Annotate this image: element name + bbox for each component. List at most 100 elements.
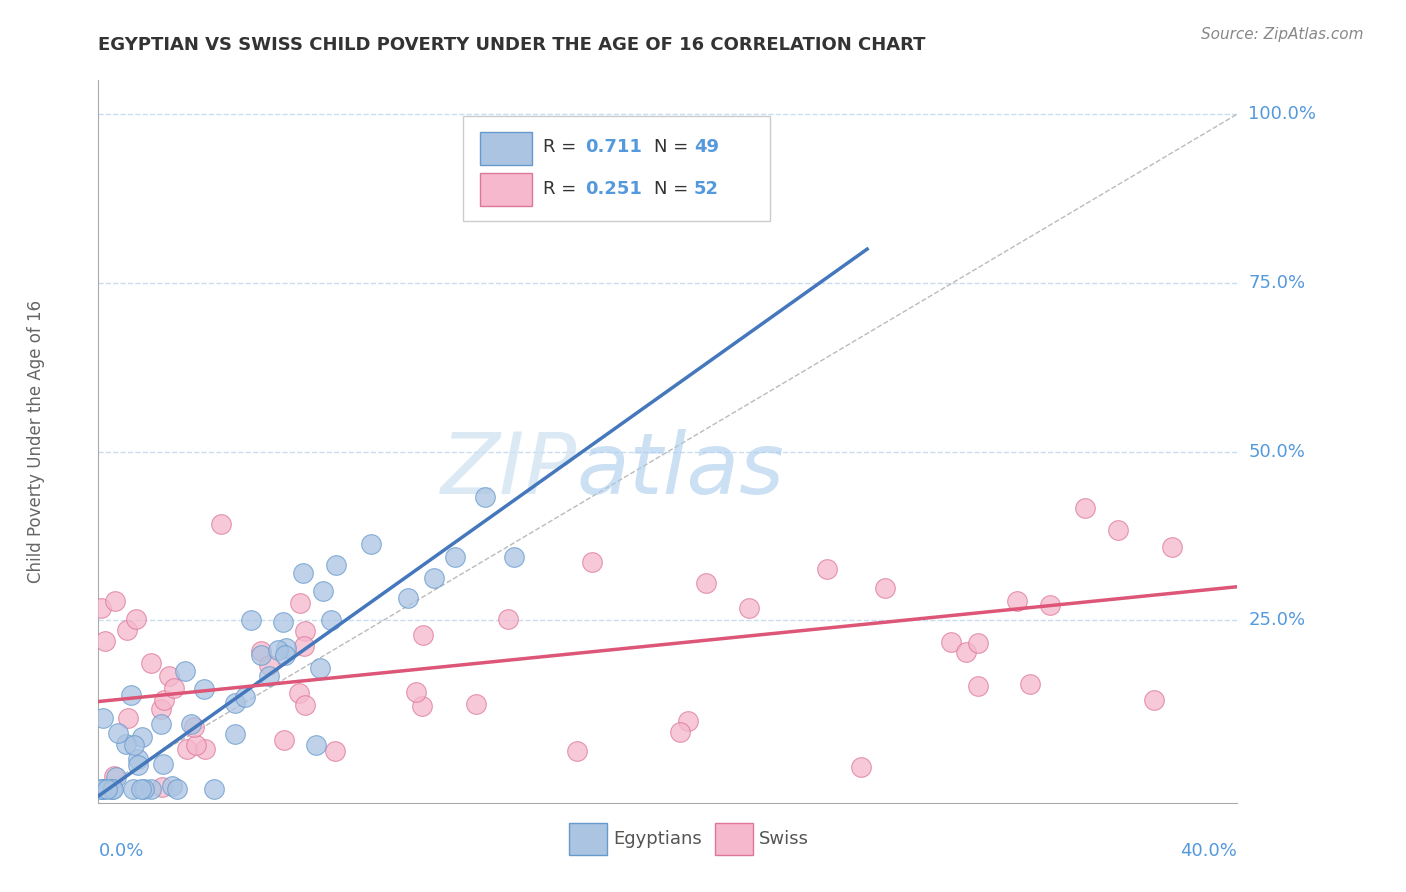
Point: [967, 635, 990, 649]
Point: [288, 686, 311, 700]
Point: [124, 738, 146, 752]
FancyBboxPatch shape: [463, 117, 770, 221]
Point: [294, 698, 316, 712]
Text: 0.251: 0.251: [585, 179, 641, 198]
Point: [117, 623, 139, 637]
FancyBboxPatch shape: [714, 823, 754, 855]
Point: [1161, 540, 1184, 554]
Point: [131, 730, 153, 744]
Point: [101, 782, 124, 797]
Text: 25.0%: 25.0%: [1249, 612, 1306, 630]
Text: N =: N =: [654, 179, 695, 198]
Point: [873, 582, 896, 596]
Point: [103, 769, 125, 783]
Point: [94, 633, 117, 648]
Point: [105, 770, 128, 784]
Text: 75.0%: 75.0%: [1249, 274, 1306, 292]
Text: 0.711: 0.711: [585, 138, 641, 156]
Point: [1143, 693, 1166, 707]
Point: [257, 658, 280, 673]
Text: EGYPTIAN VS SWISS CHILD POVERTY UNDER THE AGE OF 16 CORRELATION CHART: EGYPTIAN VS SWISS CHILD POVERTY UNDER TH…: [98, 36, 927, 54]
Point: [250, 648, 273, 662]
Text: 49: 49: [695, 138, 718, 156]
Text: 50.0%: 50.0%: [1249, 442, 1305, 460]
Point: [1007, 593, 1029, 607]
Point: [91, 711, 114, 725]
Point: [444, 550, 467, 565]
Point: [150, 780, 173, 794]
Text: Egyptians: Egyptians: [613, 830, 702, 848]
Point: [325, 558, 347, 572]
Point: [565, 743, 588, 757]
Text: 0.0%: 0.0%: [98, 842, 143, 860]
Point: [290, 596, 312, 610]
Point: [132, 782, 155, 797]
Point: [849, 760, 872, 774]
Point: [294, 624, 316, 638]
Point: [150, 717, 173, 731]
Point: [239, 613, 262, 627]
Point: [271, 615, 294, 630]
Point: [152, 756, 174, 771]
Text: 100.0%: 100.0%: [1249, 105, 1316, 123]
Point: [139, 782, 162, 797]
Point: [676, 714, 699, 728]
Point: [193, 681, 215, 696]
Point: [668, 724, 690, 739]
Point: [967, 679, 990, 693]
Point: [194, 742, 217, 756]
Point: [323, 744, 346, 758]
Point: [183, 721, 205, 735]
Point: [1073, 501, 1095, 516]
Point: [423, 571, 446, 585]
Point: [160, 779, 183, 793]
Point: [90, 782, 112, 797]
Point: [405, 685, 427, 699]
Point: [360, 536, 382, 550]
FancyBboxPatch shape: [479, 132, 533, 165]
Text: atlas: atlas: [576, 429, 785, 512]
Point: [180, 717, 202, 731]
Point: [224, 696, 246, 710]
Text: 52: 52: [695, 179, 718, 198]
Point: [503, 549, 526, 564]
Point: [581, 556, 603, 570]
Point: [1107, 523, 1129, 537]
Point: [1039, 599, 1062, 613]
Text: Source: ZipAtlas.com: Source: ZipAtlas.com: [1201, 27, 1364, 42]
Point: [96, 782, 118, 797]
Text: Child Poverty Under the Age of 16: Child Poverty Under the Age of 16: [27, 300, 45, 583]
Text: N =: N =: [654, 138, 695, 156]
Point: [91, 782, 114, 797]
Point: [257, 669, 280, 683]
Point: [166, 782, 188, 797]
Point: [124, 612, 146, 626]
Point: [107, 725, 129, 739]
FancyBboxPatch shape: [569, 823, 607, 855]
Point: [233, 690, 256, 704]
Point: [91, 782, 114, 797]
Point: [184, 738, 207, 752]
Point: [129, 782, 152, 797]
Point: [121, 782, 143, 797]
Point: [695, 575, 717, 590]
Point: [104, 594, 127, 608]
Point: [224, 726, 246, 740]
Point: [738, 600, 761, 615]
Point: [312, 584, 335, 599]
Text: R =: R =: [543, 179, 582, 198]
Point: [141, 656, 163, 670]
Point: [412, 628, 434, 642]
Point: [955, 645, 977, 659]
Point: [266, 643, 288, 657]
Point: [90, 601, 112, 615]
Point: [274, 641, 297, 656]
Point: [103, 782, 125, 797]
Point: [117, 711, 139, 725]
Point: [1018, 677, 1040, 691]
Point: [114, 737, 136, 751]
Point: [305, 738, 328, 752]
Point: [209, 517, 232, 532]
Point: [309, 661, 332, 675]
Point: [250, 644, 273, 658]
